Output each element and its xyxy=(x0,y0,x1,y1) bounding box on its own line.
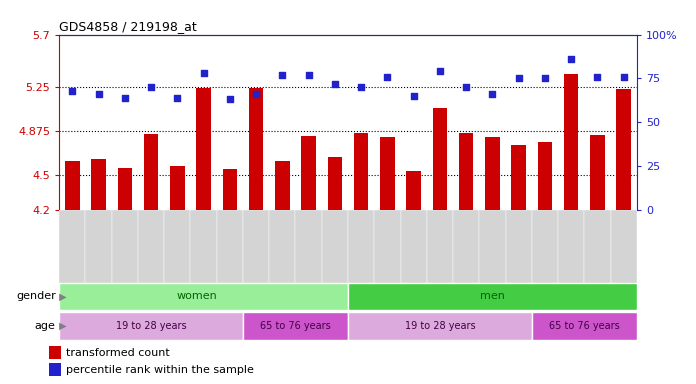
Text: ▶: ▶ xyxy=(56,321,66,331)
Bar xyxy=(348,210,374,283)
Point xyxy=(277,72,288,78)
Text: age: age xyxy=(35,321,56,331)
Bar xyxy=(196,88,211,210)
Point xyxy=(329,81,340,87)
Bar xyxy=(59,312,243,340)
Point xyxy=(618,73,629,79)
Point xyxy=(67,88,78,94)
Bar xyxy=(374,210,400,283)
Bar xyxy=(538,142,552,210)
Bar xyxy=(427,210,453,283)
Bar xyxy=(191,210,216,283)
Point xyxy=(93,91,104,97)
Bar xyxy=(348,283,637,310)
Bar xyxy=(59,283,348,310)
Bar xyxy=(243,312,348,340)
Point xyxy=(513,75,524,81)
Bar xyxy=(249,88,263,210)
Bar xyxy=(480,210,505,283)
Bar xyxy=(453,210,480,283)
Bar xyxy=(243,210,269,283)
Point xyxy=(145,84,157,90)
Bar xyxy=(170,167,184,210)
Bar xyxy=(348,312,532,340)
Point xyxy=(434,68,445,74)
Point xyxy=(408,93,419,99)
Bar xyxy=(65,161,79,210)
Text: 65 to 76 years: 65 to 76 years xyxy=(549,321,619,331)
Bar xyxy=(328,157,342,210)
Bar xyxy=(322,210,348,283)
Point xyxy=(172,94,183,101)
Text: transformed count: transformed count xyxy=(66,348,170,358)
Text: GDS4858 / 219198_at: GDS4858 / 219198_at xyxy=(59,20,197,33)
Bar xyxy=(610,210,637,283)
Text: men: men xyxy=(480,291,505,301)
Bar xyxy=(617,89,631,210)
Bar xyxy=(564,74,578,210)
Point xyxy=(487,91,498,97)
Text: ▶: ▶ xyxy=(56,291,66,301)
Bar xyxy=(49,346,61,359)
Point xyxy=(119,94,130,101)
Bar xyxy=(138,210,164,283)
Bar xyxy=(532,312,637,340)
Bar xyxy=(91,159,106,210)
Bar xyxy=(59,210,86,283)
Bar xyxy=(532,210,558,283)
Text: gender: gender xyxy=(16,291,56,301)
Bar xyxy=(400,210,427,283)
Bar xyxy=(459,132,473,210)
Point xyxy=(566,56,577,62)
Bar xyxy=(111,210,138,283)
Bar xyxy=(164,210,191,283)
Bar xyxy=(558,210,585,283)
Point xyxy=(303,72,314,78)
Bar xyxy=(144,134,158,210)
Bar xyxy=(296,210,322,283)
Bar xyxy=(275,161,290,210)
Bar xyxy=(406,171,421,210)
Point xyxy=(382,73,393,79)
Bar xyxy=(433,108,447,210)
Bar xyxy=(585,210,610,283)
Point xyxy=(539,75,551,81)
Bar xyxy=(118,168,132,210)
Bar xyxy=(223,169,237,210)
Bar xyxy=(49,363,61,376)
Point xyxy=(461,84,472,90)
Bar xyxy=(485,137,500,210)
Text: 19 to 28 years: 19 to 28 years xyxy=(404,321,475,331)
Text: 19 to 28 years: 19 to 28 years xyxy=(116,321,187,331)
Text: women: women xyxy=(177,291,217,301)
Text: percentile rank within the sample: percentile rank within the sample xyxy=(66,365,254,375)
Bar xyxy=(512,146,526,210)
Point xyxy=(251,91,262,97)
Text: 65 to 76 years: 65 to 76 years xyxy=(260,321,331,331)
Point xyxy=(592,73,603,79)
Bar xyxy=(354,132,368,210)
Bar xyxy=(590,135,605,210)
Point xyxy=(224,96,235,103)
Bar xyxy=(301,136,316,210)
Bar xyxy=(86,210,111,283)
Bar xyxy=(269,210,296,283)
Bar xyxy=(216,210,243,283)
Point xyxy=(198,70,209,76)
Bar xyxy=(380,137,395,210)
Point xyxy=(356,84,367,90)
Bar xyxy=(505,210,532,283)
